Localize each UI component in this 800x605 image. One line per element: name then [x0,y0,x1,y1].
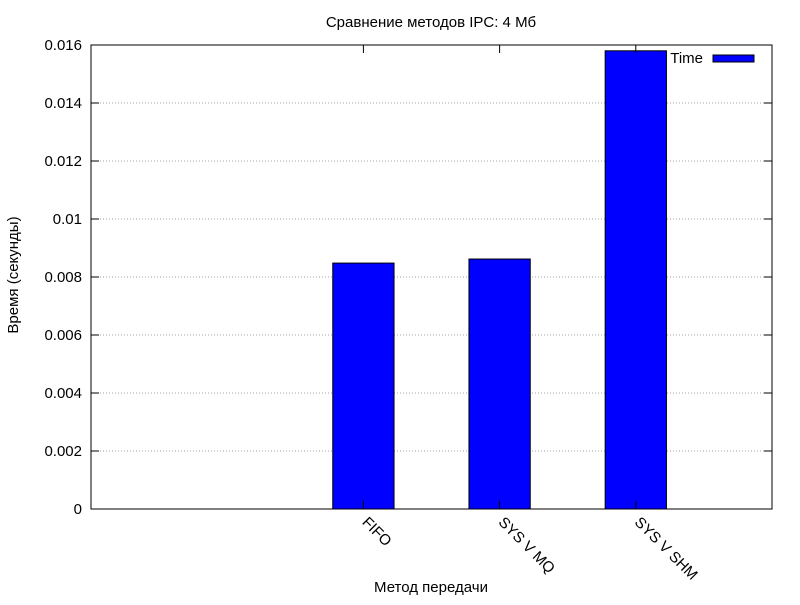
bar-sys-v-mq [468,258,531,510]
x-tick-label: SYS V MQ [495,514,558,577]
legend: Time [670,50,755,67]
y-axis-ticks: 0 0.002 0.004 0.006 0.008 0.01 0.012 0.014 0.016 [44,37,772,518]
chart-title: Сравнение методов IPC: 4 Мб [326,14,536,31]
bar-sys-v-shm [604,50,667,510]
y-tick-label: 0.008 [44,269,82,286]
y-tick-label: 0.014 [44,95,82,112]
bars [332,50,667,510]
y-tick-label: 0 [74,501,82,518]
y-tick-label: 0.006 [44,327,82,344]
x-tick-label: FIFO [359,514,395,550]
y-axis-label: Время (секунды) [5,216,22,333]
y-tick-label: 0.004 [44,385,82,402]
y-tick-label: 0.01 [53,211,82,228]
legend-swatch-time [712,54,755,63]
x-axis-label: Метод передачи [374,579,488,596]
bar-fifo [332,262,395,510]
y-tick-label: 0.002 [44,443,82,460]
grid-lines [91,102,772,452]
legend-label-time: Time [670,50,703,67]
x-tick-label: SYS V SHM [631,514,701,584]
y-tick-label: 0.016 [44,37,82,54]
y-tick-label: 0.012 [44,153,82,170]
